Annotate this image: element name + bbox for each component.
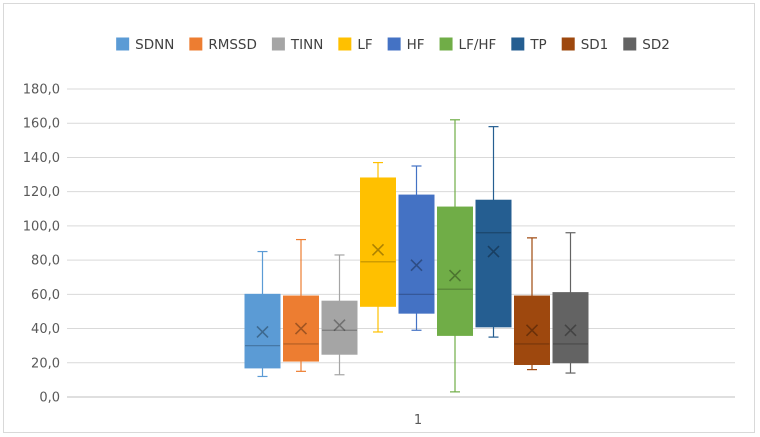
legend-item: SD1	[561, 37, 609, 53]
box-hf	[398, 165, 435, 331]
box-sd2	[552, 232, 589, 374]
legend-item: RMSSD	[189, 37, 257, 53]
legend-swatch	[338, 37, 352, 51]
box-body	[360, 177, 396, 307]
box-body	[437, 206, 473, 336]
box-body	[244, 293, 281, 369]
y-tick-label: 0,0	[39, 391, 60, 406]
legend-swatch	[623, 37, 637, 51]
legend-label: LF/HF	[459, 37, 497, 53]
mean-marker	[487, 245, 500, 258]
mean-marker	[448, 269, 462, 282]
mean-marker	[256, 325, 269, 339]
y-tick-label: 80,0	[31, 254, 60, 269]
box-body	[475, 199, 512, 328]
box-tp	[475, 126, 512, 338]
y-tick-label: 140,0	[23, 151, 60, 166]
legend-label: SD2	[642, 37, 670, 53]
box-body	[398, 194, 435, 314]
legend-swatch	[387, 37, 401, 51]
y-tick-label: 60,0	[31, 288, 60, 303]
box-rmssd	[283, 238, 319, 372]
legend-label: SD1	[581, 37, 609, 53]
y-axis: 0,0 20,0 40,0 60,0 80,0 100,0 120,0 140,0 160,0 1…	[23, 83, 60, 406]
legend-swatch	[271, 37, 285, 51]
legend-label: HF	[407, 37, 425, 53]
box-body	[552, 292, 589, 364]
legend-label: RMSSD	[208, 37, 257, 53]
legend-swatch	[511, 37, 525, 51]
y-tick-label: 40,0	[31, 322, 60, 337]
x-axis: 1	[414, 413, 422, 428]
legend-label: TP	[529, 37, 546, 53]
y-tick-label: 160,0	[23, 117, 60, 132]
legend-swatch	[189, 37, 203, 51]
legend-item: LF/HF	[439, 37, 497, 53]
legend-swatch	[561, 37, 575, 51]
y-tick-label: 100,0	[23, 219, 60, 234]
legend-item: SDNN	[116, 37, 174, 53]
box-sdnn	[244, 250, 281, 378]
legend-item: HF	[387, 37, 425, 53]
legend-item: LF	[338, 37, 373, 53]
legend-item: SD2	[623, 37, 670, 53]
legend-swatch	[439, 37, 453, 51]
legend-label: SDNN	[135, 37, 174, 53]
box-lf	[360, 161, 396, 333]
box-body	[283, 295, 319, 362]
legend-label: TINN	[290, 37, 323, 53]
mean-marker	[333, 319, 346, 332]
gridlines	[67, 88, 735, 398]
y-tick-label: 180,0	[23, 83, 60, 98]
mean-marker	[525, 324, 539, 337]
legend-item: TINN	[271, 37, 323, 53]
y-tick-label: 20,0	[31, 356, 60, 371]
legend-item: TP	[511, 37, 547, 53]
box-lf-hf	[437, 119, 473, 393]
box-body	[514, 295, 550, 365]
box-sd1	[514, 237, 550, 371]
box-tinn	[321, 254, 358, 376]
y-tick-label: 120,0	[23, 185, 60, 200]
x-tick-label: 1	[414, 413, 422, 428]
mean-marker	[564, 324, 577, 337]
box-series	[244, 119, 589, 393]
mean-marker	[410, 259, 423, 272]
legend-swatch	[116, 37, 130, 51]
legend-label: LF	[357, 37, 372, 53]
mean-marker	[371, 243, 385, 256]
box-body	[321, 300, 358, 355]
mean-marker	[294, 322, 308, 335]
legend: SDNN RMSSD TINN LF HF LF/HF TP SD1 SD2	[116, 37, 670, 53]
